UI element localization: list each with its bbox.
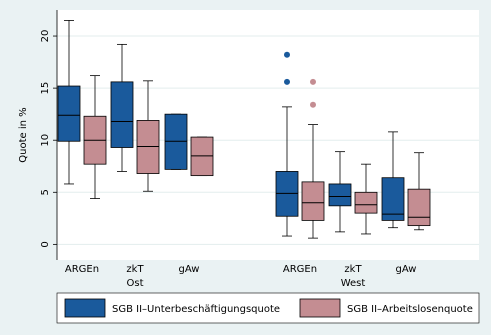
box-arbeitslosenquote (190, 136, 214, 177)
y-tick-label: 20 (40, 30, 51, 43)
iqr-box (407, 188, 431, 227)
box-series (57, 20, 431, 239)
outlier-point (310, 101, 316, 108)
iqr-box (275, 171, 299, 217)
y-tick-label: 15 (40, 82, 51, 95)
box-arbeitslosenquote (83, 75, 107, 199)
box-unterbeschaeftigungsquote (164, 113, 188, 170)
iqr-box (381, 177, 405, 221)
x-category-label: gAw (179, 264, 200, 275)
x-category-label: zkT (344, 264, 362, 275)
box-unterbeschaeftigungsquote (328, 151, 352, 233)
iqr-box (136, 120, 160, 174)
legend-swatch-arbeitslosenquote (299, 298, 341, 318)
box-unterbeschaeftigungsquote (275, 51, 299, 237)
y-tick-label: 10 (40, 134, 51, 147)
iqr-box (328, 183, 352, 207)
iqr-box (301, 181, 325, 221)
box-arbeitslosenquote (407, 152, 431, 231)
y-axis-label: Quote in % (18, 107, 29, 162)
outlier-point (284, 51, 290, 58)
iqr-box (354, 191, 378, 214)
x-group-label: West (341, 278, 366, 289)
iqr-box (190, 136, 214, 177)
x-category-label: zkT (126, 264, 144, 275)
y-axis: Quote in % 0 5 10 15 20 (18, 10, 58, 260)
box-arbeitslosenquote (136, 80, 160, 192)
iqr-box (110, 81, 134, 148)
legend-label-unterbeschaeftigungsquote: SGB II–Unterbeschäftigungsquote (112, 304, 280, 315)
outlier-point (284, 78, 290, 85)
x-category-label: gAw (396, 264, 417, 275)
y-tick-label: 5 (40, 189, 51, 195)
iqr-box (57, 85, 81, 142)
outlier-point (310, 78, 316, 85)
box-unterbeschaeftigungsquote (57, 20, 81, 185)
x-category-label: ARGEn (283, 264, 317, 275)
box-arbeitslosenquote (301, 78, 325, 239)
legend-label-arbeitslosenquote: SGB II–Arbeitslosenquote (347, 304, 473, 315)
legend: SGB II–Unterbeschäftigungsquote SGB II–A… (56, 292, 480, 324)
x-axis: ARGEn zkT gAw ARGEn zkT gAw Ost West (65, 264, 417, 289)
box-unterbeschaeftigungsquote (110, 43, 134, 172)
y-tick-label: 0 (40, 241, 51, 247)
legend-frame (56, 292, 480, 324)
box-unterbeschaeftigungsquote (381, 131, 405, 229)
legend-swatch-unterbeschaeftigungsquote (64, 298, 106, 318)
x-group-label: Ost (126, 278, 143, 289)
x-category-label: ARGEn (65, 264, 99, 275)
box-arbeitslosenquote (354, 163, 378, 235)
iqr-box (164, 113, 188, 170)
